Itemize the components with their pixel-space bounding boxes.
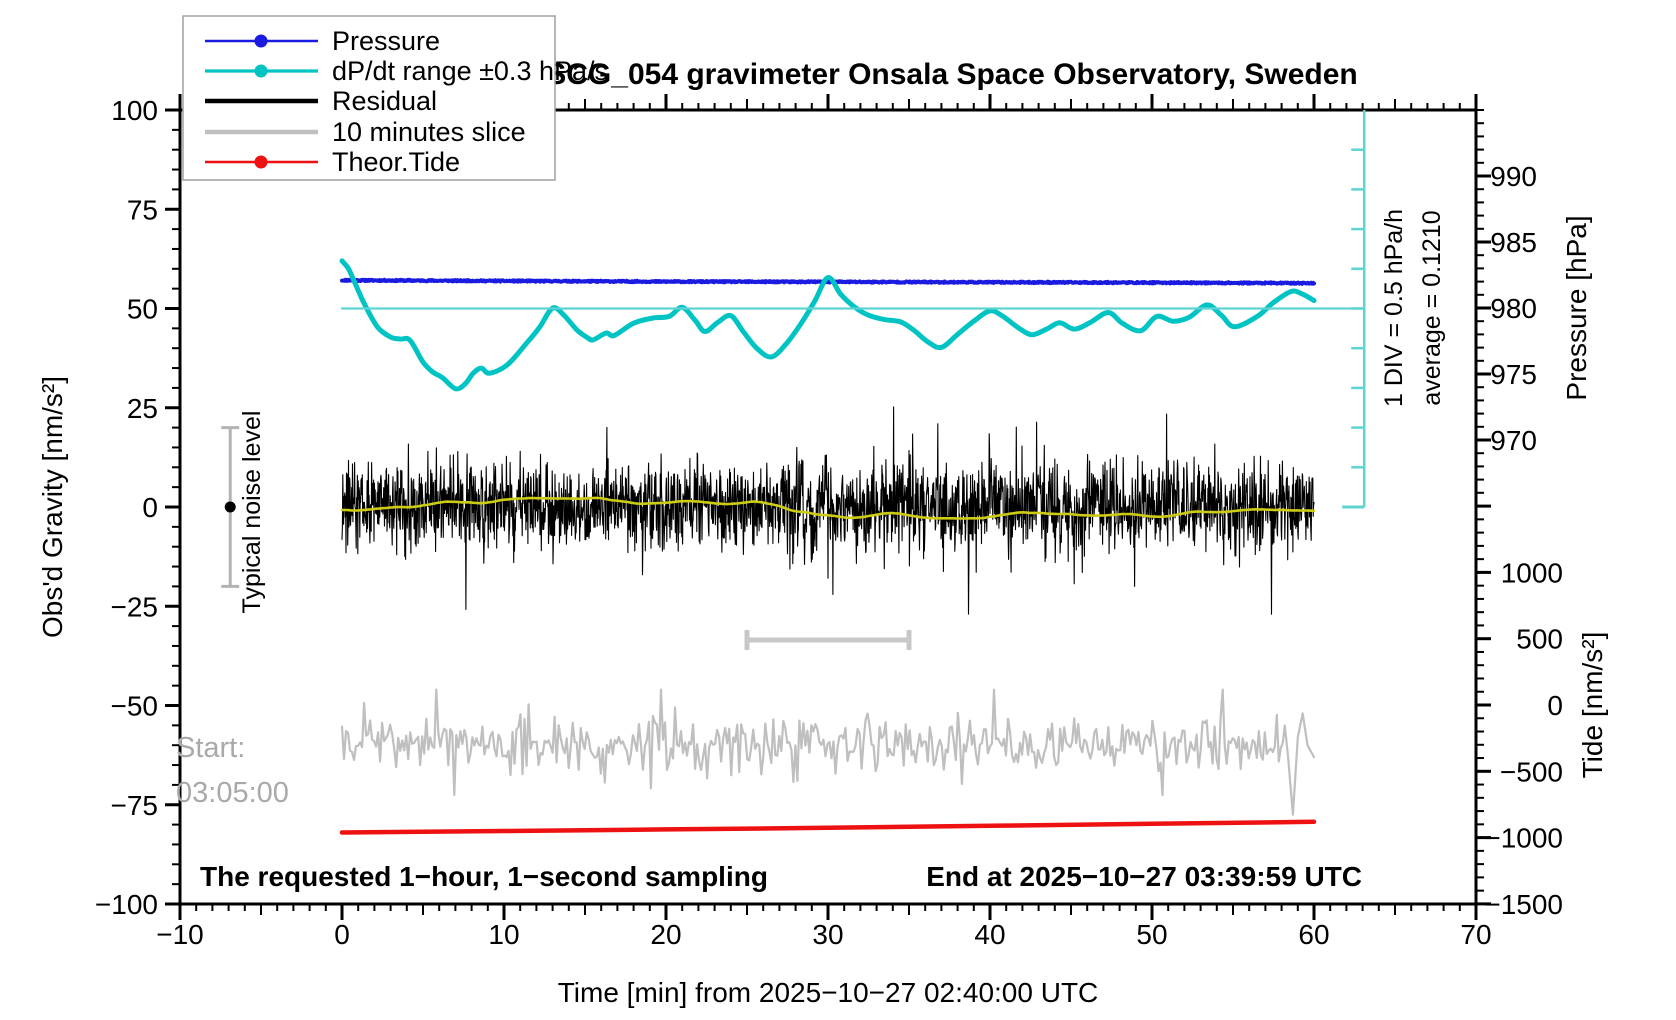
legend-label-pressure: Pressure <box>332 26 440 56</box>
div-scale-annotation: 1 DIV = 0.5 hPa/h <box>1380 209 1408 407</box>
chart-title: SCG_054 gravimeter Onsala Space Observat… <box>546 58 1358 91</box>
tide-tick-label: 500 <box>1516 624 1563 655</box>
pressure-tick-label: 975 <box>1490 359 1537 390</box>
left-tick-label: 25 <box>127 393 158 424</box>
left-tick-label: −25 <box>111 591 159 622</box>
reference-marks <box>221 110 1366 650</box>
ten_minute_slice-series <box>340 688 1316 816</box>
plot-frame <box>178 108 1478 906</box>
average-annotation: average = 0.1210 <box>1418 210 1446 405</box>
noise-level-label: Typical noise level <box>238 411 266 614</box>
theor_tide-series <box>339 819 1317 835</box>
x-axis-title: Time [min] from 2025−10−27 02:40:00 UTC <box>558 977 1099 1008</box>
tide-tick-label: 1000 <box>1501 557 1563 588</box>
legend-item-pressure: Pressure <box>205 26 440 56</box>
x-tick-label: 10 <box>488 919 519 950</box>
legend-item-slice: 10 minutes slice <box>205 117 526 147</box>
x-axis-ticks: −10 0 10 20 30 40 50 60 70 <box>156 94 1492 950</box>
legend: Pressure dP/dt range ±0.3 hPa/s Residual… <box>182 15 608 181</box>
x-tick-label: 50 <box>1136 919 1167 950</box>
x-tick-label: 0 <box>334 919 350 950</box>
legend-item-residual: Residual <box>205 86 437 116</box>
data-series <box>339 258 1366 835</box>
left-tick-label: 50 <box>127 294 158 325</box>
left-axis-ticks: −100 −75 −50 −25 0 25 50 75 100 <box>95 95 180 920</box>
noise-errorbar-dot <box>224 501 236 513</box>
left-tick-label: −100 <box>95 889 158 920</box>
start-label: Start: <box>176 732 245 764</box>
legend-label-tide: Theor.Tide <box>332 147 460 177</box>
residual-series <box>341 406 1315 615</box>
x-tick-label: 70 <box>1460 919 1491 950</box>
pressure-tick-label: 980 <box>1490 293 1537 324</box>
legend-label-slice: 10 minutes slice <box>332 117 526 147</box>
end-time-annotation: End at 2025−10−27 03:39:59 UTC <box>926 861 1362 892</box>
legend-label-residual: Residual <box>332 86 437 116</box>
right-axis-ticks: 990 985 980 975 970 1000 500 0 −500 −1000 −1500 <box>1476 109 1563 920</box>
left-axis-title: Obs'd Gravity [nm/s²] <box>37 376 68 638</box>
x-tick-label: 30 <box>812 919 843 950</box>
pressure-axis-title: Pressure [hPa] <box>1561 215 1592 400</box>
tide-tick-label: −1500 <box>1484 889 1563 920</box>
tide-tick-label: 0 <box>1547 690 1563 721</box>
sampling-annotation: The requested 1−hour, 1−second sampling <box>200 861 768 892</box>
pressure-series <box>340 277 1316 286</box>
left-tick-label: −50 <box>111 691 159 722</box>
tide-marker <box>254 155 268 169</box>
legend-item-dpdt: dP/dt range ±0.3 hPa/s <box>205 56 608 86</box>
x-tick-label: −10 <box>156 919 204 950</box>
start-time: 03:05:00 <box>176 777 289 809</box>
residual_smoothed-series <box>340 496 1316 520</box>
dpdt_range-series <box>339 258 1317 392</box>
left-tick-label: 75 <box>127 194 158 225</box>
x-tick-label: 40 <box>974 919 1005 950</box>
legend-item-tide: Theor.Tide <box>205 147 460 177</box>
left-tick-label: −75 <box>111 790 159 821</box>
tide-axis-title: Tide [nm/s²] <box>1577 632 1608 779</box>
pressure-tick-label: 985 <box>1490 227 1537 258</box>
legend-box <box>182 15 556 181</box>
pressure-tick-label: 970 <box>1490 425 1537 456</box>
tide-tick-label: −1000 <box>1484 823 1563 854</box>
x-tick-label: 20 <box>650 919 681 950</box>
dpdt-marker <box>254 64 268 78</box>
tide-tick-label: −500 <box>1500 756 1563 787</box>
left-tick-label: 0 <box>142 492 158 523</box>
left-tick-label: 100 <box>111 95 158 126</box>
pressure-tick-label: 990 <box>1490 161 1537 192</box>
legend-label-dpdt: dP/dt range ±0.3 hPa/s <box>332 56 608 86</box>
pressure-marker <box>254 34 268 48</box>
x-tick-label: 60 <box>1298 919 1329 950</box>
